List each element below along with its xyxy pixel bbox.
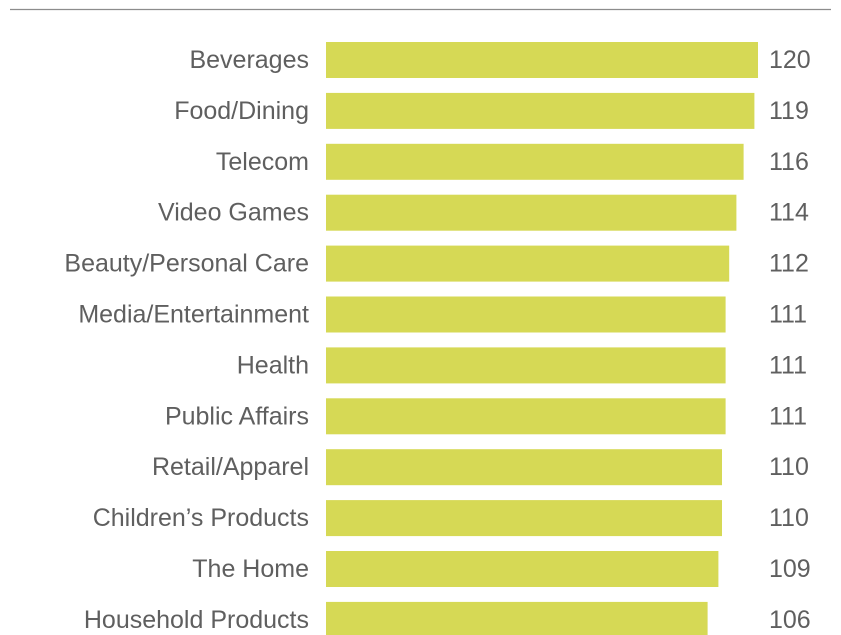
value-label: 112 [769,250,809,278]
category-label: Household Products [84,606,309,634]
value-label: 111 [769,402,807,430]
category-label: The Home [192,555,309,583]
category-label: Beverages [189,46,309,74]
bar [326,449,722,486]
value-label: 106 [769,606,811,634]
value-labels: 120 119 116 114 112 111 111 111 110 110 109 106 [769,46,811,634]
bar [326,601,708,635]
value-label: 109 [769,555,811,583]
category-label: Public Affairs [165,402,309,430]
bar [326,347,726,384]
bar [326,398,726,435]
bar [326,500,722,537]
bars-layer [326,42,758,635]
bar [326,42,758,78]
bar [326,92,755,129]
value-label: 111 [769,301,807,329]
category-label: Beauty/Personal Care [64,250,309,278]
category-label: Children’s Products [93,504,309,532]
value-label: 110 [769,504,809,532]
bar [326,143,744,180]
bar [326,296,726,333]
value-label: 120 [769,46,811,74]
category-label: Retail/Apparel [152,453,309,481]
category-labels: Beverages Food/Dining Telecom Video Games Be… [64,46,309,634]
value-label: 116 [769,148,809,176]
category-label: Food/Dining [174,97,309,125]
category-label: Video Games [158,199,309,227]
value-label: 114 [769,199,809,227]
value-label: 119 [769,97,809,125]
bar [326,194,737,231]
value-label: 110 [769,453,809,481]
category-label: Health [237,351,309,379]
value-label: 111 [769,351,807,379]
category-label: Telecom [216,148,309,176]
category-label: Media/Entertainment [78,301,309,329]
bar [326,245,730,282]
bar [326,551,719,587]
